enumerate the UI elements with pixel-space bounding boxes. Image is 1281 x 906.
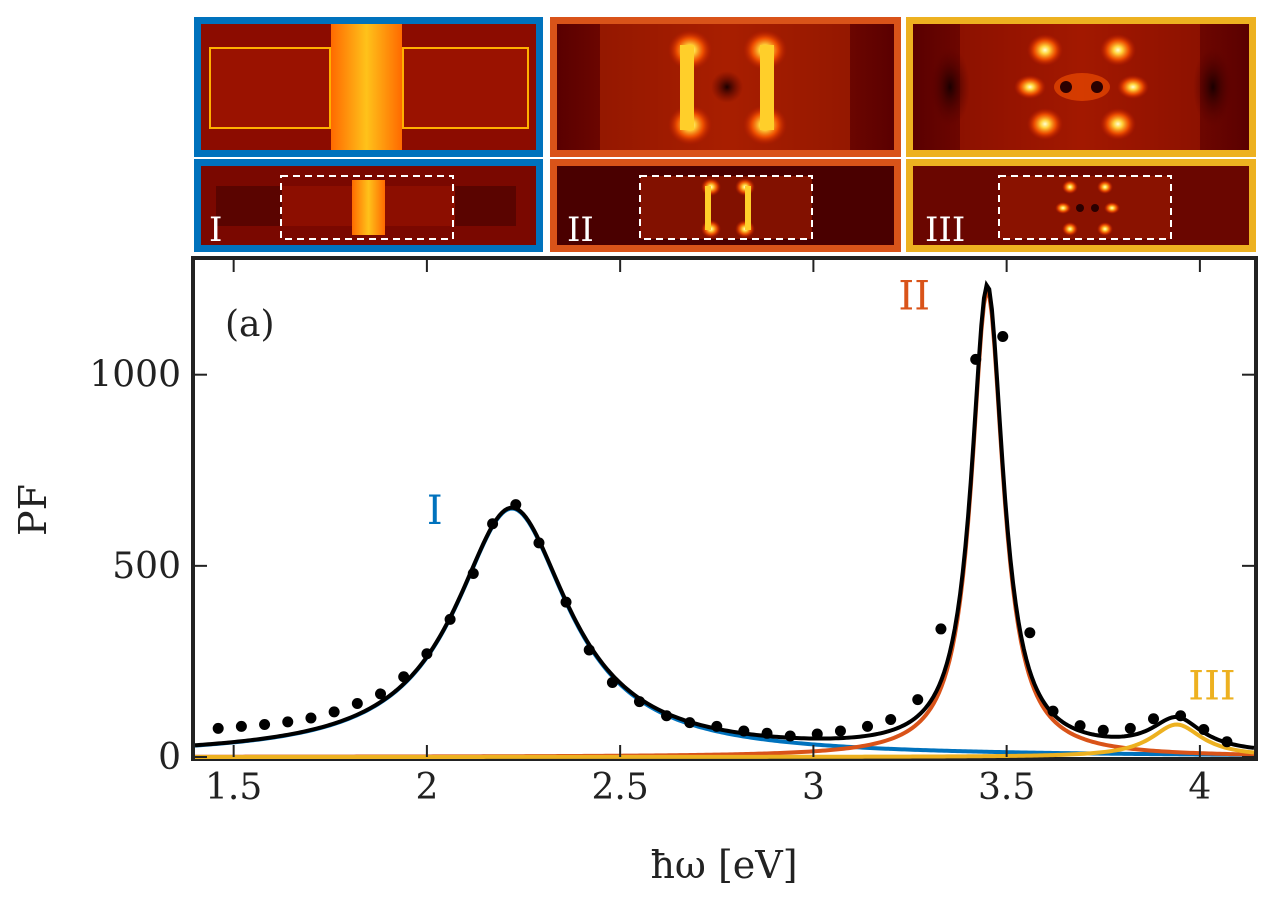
data-point — [510, 499, 522, 511]
data-point — [560, 596, 572, 608]
mode-label-I: I — [427, 488, 443, 534]
panel-label: (a) — [225, 304, 275, 345]
data-point — [834, 725, 846, 737]
inset-label-III: III — [925, 210, 965, 250]
data-point — [761, 727, 773, 739]
data-point — [1124, 722, 1136, 734]
data-points — [212, 330, 1233, 748]
plot-frame — [191, 256, 1258, 761]
data-point — [711, 720, 723, 732]
data-point — [862, 720, 873, 732]
inset-mode-I-full: I — [194, 159, 543, 252]
y-tick-label: 500 — [112, 546, 181, 587]
data-point — [1148, 713, 1160, 725]
inset-mode-II-full: II — [550, 159, 901, 252]
data-point — [235, 720, 247, 732]
mode-label-II: II — [898, 274, 930, 320]
inset-mode-III-full: III — [906, 159, 1256, 252]
inset-label-II: II — [567, 210, 594, 250]
data-point — [282, 716, 294, 728]
data-point — [212, 722, 224, 734]
data-point — [533, 537, 545, 549]
data-point — [970, 353, 982, 365]
data-point — [633, 696, 645, 708]
data-point — [1175, 710, 1187, 722]
data-point — [784, 730, 796, 742]
data-point — [738, 725, 750, 737]
data-point — [1097, 724, 1109, 736]
x-tick-label: 3 — [802, 767, 825, 808]
data-point — [935, 623, 947, 635]
x-axis-title: ħω [eV] — [650, 843, 797, 887]
data-point — [811, 728, 823, 740]
axis-ticks: 1.5 2 2.5 3 3.5 4 0 500 1000 — [89, 260, 1254, 808]
mode-label-III: III — [1188, 664, 1235, 710]
data-point — [375, 688, 387, 700]
y-tick-label: 1000 — [89, 355, 181, 396]
data-point — [1024, 627, 1036, 639]
data-point — [997, 330, 1009, 342]
data-point — [351, 697, 363, 709]
data-point — [398, 671, 410, 683]
data-point — [444, 613, 456, 625]
data-point — [1221, 736, 1233, 748]
data-point — [912, 694, 924, 706]
x-tick-label: 2.5 — [592, 767, 649, 808]
data-point — [684, 717, 696, 729]
data-point — [1198, 723, 1210, 735]
data-point — [885, 714, 897, 726]
x-tick-label: 3.5 — [978, 767, 1035, 808]
data-point — [661, 710, 673, 722]
x-tick-label: 4 — [1188, 767, 1211, 808]
data-point — [487, 518, 499, 530]
x-tick-label: 2 — [415, 767, 438, 808]
data-point — [305, 712, 317, 724]
data-point — [583, 644, 595, 656]
data-point — [1047, 705, 1059, 717]
y-tick-label: 0 — [158, 737, 181, 778]
x-tick-label: 1.5 — [205, 767, 262, 808]
inset-mode-II-zoom — [550, 17, 901, 157]
inset-mode-III-zoom — [906, 17, 1256, 157]
data-point — [328, 706, 340, 718]
y-axis-title: PF — [11, 484, 55, 536]
data-point — [1074, 720, 1086, 732]
data-point — [606, 676, 618, 688]
data-point — [467, 567, 479, 579]
data-point — [421, 648, 433, 660]
inset-mode-I-zoom — [194, 17, 543, 157]
data-point — [259, 719, 271, 730]
mode-curve-III — [195, 722, 1255, 759]
inset-label-I: I — [209, 210, 222, 250]
